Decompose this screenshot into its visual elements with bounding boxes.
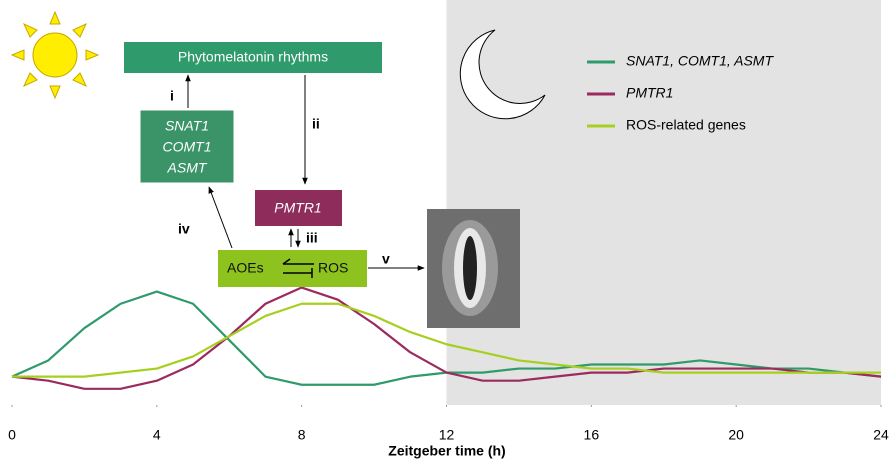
rhythms-label: Phytomelatonin rhythms	[178, 49, 328, 65]
x-axis-title: Zeitgeber time (h)	[388, 443, 505, 459]
arrow-label: iii	[306, 230, 318, 246]
receptor-label: PMTR1	[274, 200, 321, 216]
stomata-image	[427, 209, 520, 328]
gene-label: COMT1	[163, 139, 212, 155]
ros-label: ROS	[318, 260, 348, 276]
x-tick-label: 24	[873, 427, 889, 443]
x-tick-label: 4	[153, 427, 161, 443]
gene-label: ASMT	[167, 160, 208, 176]
x-tick-label: 8	[298, 427, 306, 443]
sun-icon	[12, 12, 98, 98]
x-tick-label: 12	[439, 427, 455, 443]
gene-label: SNAT1	[165, 118, 209, 134]
x-tick-label: 20	[728, 427, 744, 443]
figure: Phytomelatonin rhythms SNAT1 COMT1 ASMT …	[0, 0, 893, 464]
legend-label: PMTR1	[626, 85, 673, 101]
arrow-label: iv	[178, 221, 190, 237]
arrow-label: ii	[312, 116, 320, 132]
legend-label: ROS-related genes	[626, 117, 746, 133]
x-tick-label: 16	[584, 427, 600, 443]
arrow-label: i	[170, 88, 174, 104]
arrow	[209, 187, 232, 248]
arrow-label: v	[382, 251, 390, 267]
aoes-label: AOEs	[227, 260, 264, 276]
x-tick-label: 0	[8, 427, 16, 443]
legend-label: SNAT1, COMT1, ASMT	[626, 53, 774, 69]
